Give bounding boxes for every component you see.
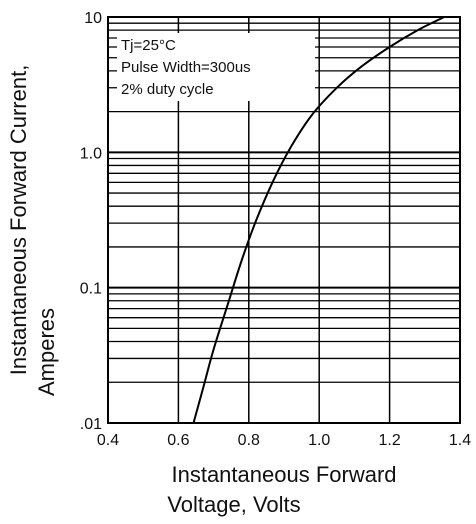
x-tick-label: 1.2 bbox=[378, 432, 400, 449]
y-tick-label: 10 bbox=[84, 10, 102, 27]
y-tick-label: 0.1 bbox=[80, 281, 102, 298]
annotation-line-duty-cycle: 2% duty cycle bbox=[121, 81, 214, 98]
x-axis-label-line-1: Instantaneous Forward bbox=[171, 462, 396, 487]
x-tick-labels: 0.4 0.6 0.8 1.0 1.2 1.4 bbox=[97, 432, 471, 449]
y-tick-label: 1.0 bbox=[80, 145, 102, 162]
x-tick-label: 0.8 bbox=[238, 432, 260, 449]
annotation-line-temperature: Tj=25°C bbox=[121, 37, 176, 54]
conditions-annotation: Tj=25°C Pulse Width=300us 2% duty cycle bbox=[117, 33, 315, 101]
annotation-background bbox=[117, 33, 315, 101]
y-axis-label-line-2: Amperes bbox=[34, 308, 59, 396]
y-tick-labels: .01 0.1 1.0 10 bbox=[80, 10, 102, 433]
forward-current-curve bbox=[192, 16, 445, 424]
x-tick-label: 1.0 bbox=[308, 432, 330, 449]
x-tick-label: 0.6 bbox=[167, 432, 189, 449]
y-tick-label: .01 bbox=[80, 416, 102, 433]
x-axis-label-line-2: Voltage, Volts bbox=[167, 492, 300, 517]
y-axis-label-line-1: Instantaneous Forward Current, bbox=[6, 65, 31, 376]
plot-border bbox=[107, 16, 461, 424]
x-tick-label: 1.4 bbox=[449, 432, 471, 449]
annotation-line-pulse-width: Pulse Width=300us bbox=[121, 59, 251, 76]
x-tick-label: 0.4 bbox=[97, 432, 119, 449]
